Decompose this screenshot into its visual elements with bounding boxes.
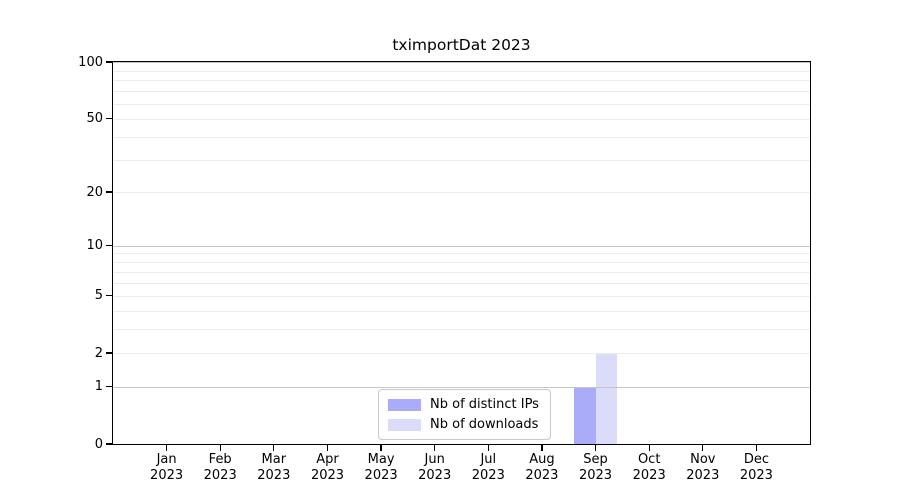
legend-swatch-distinct-ips — [388, 398, 421, 411]
x-tick-label: Feb 2023 — [188, 452, 252, 484]
x-tick-year: 2023 — [364, 468, 398, 483]
x-tick-label: Sep 2023 — [564, 452, 628, 484]
x-tick-label: Jul 2023 — [456, 452, 520, 484]
legend: Nb of distinct IPs Nb of downloads — [378, 389, 551, 440]
plot-area — [112, 61, 811, 445]
x-tick-label: Aug 2023 — [510, 452, 574, 484]
minor-gridline — [113, 159, 810, 161]
x-tick-mark — [755, 444, 758, 451]
y-tick-label: 0 — [94, 436, 103, 452]
x-tick-mark — [273, 444, 275, 451]
y-tick-mark — [106, 352, 113, 354]
x-tick-year: 2023 — [525, 468, 559, 483]
y-tick-label: 20 — [86, 184, 103, 200]
y-tick-label: 1 — [94, 379, 103, 395]
x-tick-year: 2023 — [739, 468, 773, 483]
x-tick-mark — [541, 444, 543, 451]
x-tick-year: 2023 — [150, 468, 184, 483]
y-tick-mark — [106, 244, 113, 247]
x-tick-month: Feb — [208, 452, 232, 467]
x-tick-label: Oct 2023 — [617, 452, 681, 484]
major-gridline — [113, 245, 810, 247]
y-tick-label: 50 — [86, 111, 103, 127]
x-tick-month: Oct — [637, 452, 661, 467]
major-gridline — [113, 386, 810, 388]
x-tick-year: 2023 — [578, 468, 613, 483]
legend-label-downloads: Nb of downloads — [430, 417, 539, 432]
minor-gridline — [113, 70, 810, 72]
minor-gridline — [113, 271, 810, 273]
x-tick-month: Mar — [261, 452, 287, 467]
x-tick-year: 2023 — [257, 468, 291, 483]
x-tick-label: Jan 2023 — [135, 452, 199, 484]
minor-gridline — [113, 262, 810, 264]
minor-gridline — [113, 295, 810, 297]
y-tick-mark — [106, 385, 113, 388]
minor-gridline — [113, 282, 810, 284]
minor-gridline — [113, 91, 810, 93]
chart-title: tximportDat 2023 — [392, 36, 531, 54]
x-tick-year: 2023 — [686, 468, 720, 483]
x-tick-year: 2023 — [471, 468, 505, 483]
x-tick-mark — [648, 444, 650, 451]
x-tick-year: 2023 — [203, 468, 237, 483]
major-gridline — [113, 62, 810, 63]
x-tick-label: Nov 2023 — [671, 452, 735, 484]
x-tick-month: Apr — [316, 452, 339, 467]
x-tick-mark — [380, 444, 382, 451]
x-tick-month: May — [367, 452, 395, 467]
x-tick-month: Aug — [529, 452, 555, 467]
x-tick-mark — [702, 444, 704, 451]
y-tick-mark — [106, 295, 113, 297]
minor-gridline — [113, 253, 810, 255]
x-tick-mark — [594, 444, 597, 451]
x-tick-month: Dec — [743, 452, 769, 467]
minor-gridline — [113, 103, 810, 105]
x-tick-mark — [487, 444, 489, 451]
legend-entry-downloads: Nb of downloads — [388, 417, 539, 432]
y-tick-mark — [106, 443, 113, 445]
x-tick-year: 2023 — [418, 468, 452, 483]
y-tick-label: 10 — [86, 238, 103, 253]
x-tick-month: Jan — [156, 452, 177, 467]
x-tick-mark — [165, 444, 168, 451]
x-tick-month: Jul — [480, 452, 497, 467]
x-tick-mark — [219, 444, 221, 451]
x-tick-month: Jun — [424, 452, 445, 467]
x-tick-month: Sep — [583, 452, 608, 467]
x-tick-label: May 2023 — [349, 452, 413, 484]
x-tick-label: Mar 2023 — [242, 452, 306, 484]
x-tick-month: Nov — [690, 452, 716, 467]
bar-nb-of-distinct-ips — [574, 386, 596, 444]
x-tick-label: Apr 2023 — [296, 452, 360, 484]
y-tick-label: 2 — [94, 345, 103, 361]
x-tick-mark — [434, 444, 436, 451]
minor-gridline — [113, 310, 810, 312]
x-tick-mark — [326, 444, 329, 451]
y-tick-mark — [106, 117, 113, 120]
minor-gridline — [113, 118, 810, 120]
minor-gridline — [113, 329, 810, 331]
x-tick-label: Jun 2023 — [403, 452, 467, 484]
x-tick-label: Dec 2023 — [724, 452, 788, 484]
legend-label-distinct-ips: Nb of distinct IPs — [430, 397, 539, 412]
y-tick-label: 100 — [78, 54, 103, 70]
x-tick-year: 2023 — [632, 468, 666, 483]
y-tick-mark — [106, 61, 113, 63]
minor-gridline — [113, 353, 810, 355]
minor-gridline — [113, 192, 810, 193]
legend-swatch-downloads — [388, 418, 421, 431]
minor-gridline — [113, 136, 810, 138]
y-tick-mark — [106, 191, 113, 193]
bar-nb-of-downloads — [595, 353, 617, 444]
legend-entry-distinct-ips: Nb of distinct IPs — [388, 397, 539, 412]
x-tick-year: 2023 — [310, 468, 345, 483]
y-tick-label: 5 — [94, 288, 103, 304]
minor-gridline — [113, 80, 810, 82]
